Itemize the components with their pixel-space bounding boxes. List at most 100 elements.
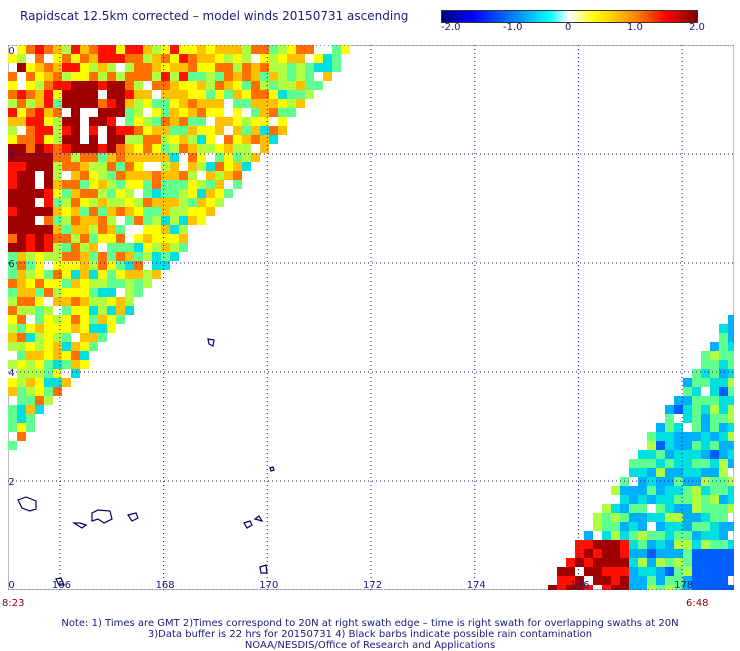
wind-cell (710, 468, 719, 477)
wind-cell (620, 558, 629, 567)
wind-cell (8, 351, 17, 360)
wind-cell (665, 486, 674, 495)
wind-cell (53, 72, 62, 81)
wind-cell (170, 171, 179, 180)
wind-cell (152, 81, 161, 90)
wind-cell (656, 495, 665, 504)
island-outline (207, 338, 215, 347)
wind-cell (557, 567, 566, 576)
wind-cell (611, 558, 620, 567)
wind-difference-map: 166 168 170 172 174 176 178 20 18 16 14 12 10 (8, 45, 734, 590)
wind-cell (8, 198, 17, 207)
wind-cell (17, 108, 26, 117)
wind-cell (98, 225, 107, 234)
wind-cell (71, 45, 80, 54)
wind-cell (89, 90, 98, 99)
wind-cell (17, 90, 26, 99)
wind-cell (89, 207, 98, 216)
wind-cell (107, 99, 116, 108)
wind-cell (206, 189, 215, 198)
wind-cell (701, 351, 710, 360)
wind-cell (44, 81, 53, 90)
wind-cell (638, 549, 647, 558)
wind-cell (674, 504, 683, 513)
wind-cell (647, 576, 656, 585)
wind-cell (719, 585, 728, 590)
wind-cell (323, 63, 332, 72)
wind-cell (674, 531, 683, 540)
wind-cell (224, 108, 233, 117)
wind-cell (305, 45, 314, 54)
wind-cell (44, 387, 53, 396)
wind-cell (89, 225, 98, 234)
wind-cell (665, 567, 674, 576)
wind-cell (89, 189, 98, 198)
wind-cell (692, 495, 701, 504)
axis-labels: 166 168 170 172 174 176 178 20 18 16 14 12 10 (8, 46, 693, 590)
wind-cell (71, 135, 80, 144)
wind-cell (152, 216, 161, 225)
wind-cell (206, 126, 215, 135)
wind-cell (719, 423, 728, 432)
wind-cell (116, 189, 125, 198)
time-left: 8:23 (2, 598, 25, 609)
wind-cell (179, 234, 188, 243)
wind-cell (80, 243, 89, 252)
island-outline (253, 515, 264, 522)
wind-cell (107, 252, 116, 261)
wind-cell (161, 261, 170, 270)
wind-cell (701, 531, 710, 540)
wind-cell (188, 180, 197, 189)
wind-cell (161, 243, 170, 252)
wind-cell (80, 144, 89, 153)
wind-cell (242, 99, 251, 108)
wind-cell (728, 585, 734, 590)
wind-cell (125, 279, 134, 288)
wind-cell (728, 567, 734, 576)
wind-cell (80, 342, 89, 351)
wind-cell (701, 414, 710, 423)
wind-cell (8, 378, 17, 387)
wind-cell (26, 198, 35, 207)
wind-cell (674, 558, 683, 567)
wind-cell (656, 423, 665, 432)
wind-cell (719, 468, 728, 477)
wind-cell (683, 522, 692, 531)
wind-cell (665, 585, 674, 590)
wind-cell (278, 99, 287, 108)
wind-cell (35, 279, 44, 288)
wind-cell (206, 180, 215, 189)
wind-cell (620, 567, 629, 576)
wind-cell (170, 198, 179, 207)
wind-cell (701, 549, 710, 558)
wind-cell (35, 324, 44, 333)
wind-cell (656, 450, 665, 459)
wind-cell (719, 405, 728, 414)
wind-cell (26, 297, 35, 306)
wind-cell (89, 270, 98, 279)
map-title: Rapidscat 12.5km corrected – model winds… (20, 9, 409, 23)
wind-cell (170, 162, 179, 171)
wind-cell (665, 441, 674, 450)
wind-cell (80, 63, 89, 72)
wind-cell (62, 189, 71, 198)
wind-cell (107, 279, 116, 288)
wind-cell (692, 459, 701, 468)
wind-cell (89, 315, 98, 324)
wind-cell (89, 81, 98, 90)
wind-cell (134, 270, 143, 279)
wind-cell (62, 126, 71, 135)
wind-cell (251, 63, 260, 72)
wind-cell (701, 450, 710, 459)
wind-cell (17, 54, 26, 63)
wind-cell (26, 117, 35, 126)
wind-cell (143, 189, 152, 198)
island-outline (243, 520, 253, 529)
wind-cell (116, 45, 125, 54)
wind-cell (26, 396, 35, 405)
wind-cell (656, 468, 665, 477)
footnote-2: 3)Data buffer is 22 hrs for 20150731 4) … (147, 629, 593, 640)
wind-cell (602, 540, 611, 549)
wind-cell (188, 216, 197, 225)
wind-cell (215, 180, 224, 189)
